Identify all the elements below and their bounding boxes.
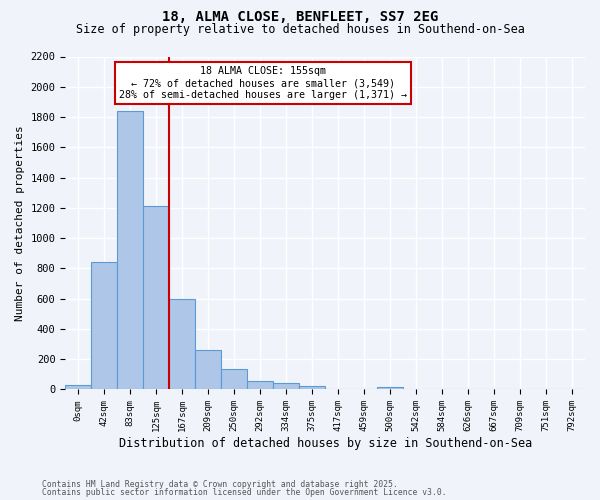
Bar xyxy=(143,206,169,390)
Text: 18, ALMA CLOSE, BENFLEET, SS7 2EG: 18, ALMA CLOSE, BENFLEET, SS7 2EG xyxy=(162,10,438,24)
Bar xyxy=(65,385,91,390)
Text: Size of property relative to detached houses in Southend-on-Sea: Size of property relative to detached ho… xyxy=(76,22,524,36)
Bar xyxy=(221,369,247,390)
Bar xyxy=(117,111,143,390)
Bar xyxy=(195,350,221,390)
Bar xyxy=(169,298,195,390)
Text: Contains public sector information licensed under the Open Government Licence v3: Contains public sector information licen… xyxy=(42,488,446,497)
Y-axis label: Number of detached properties: Number of detached properties xyxy=(15,125,25,321)
Bar xyxy=(91,262,117,390)
Bar xyxy=(299,386,325,390)
Text: 18 ALMA CLOSE: 155sqm
← 72% of detached houses are smaller (3,549)
28% of semi-d: 18 ALMA CLOSE: 155sqm ← 72% of detached … xyxy=(119,66,407,100)
Bar xyxy=(273,384,299,390)
Bar xyxy=(377,387,403,390)
Text: Contains HM Land Registry data © Crown copyright and database right 2025.: Contains HM Land Registry data © Crown c… xyxy=(42,480,398,489)
Bar xyxy=(247,381,273,390)
X-axis label: Distribution of detached houses by size in Southend-on-Sea: Distribution of detached houses by size … xyxy=(119,437,532,450)
